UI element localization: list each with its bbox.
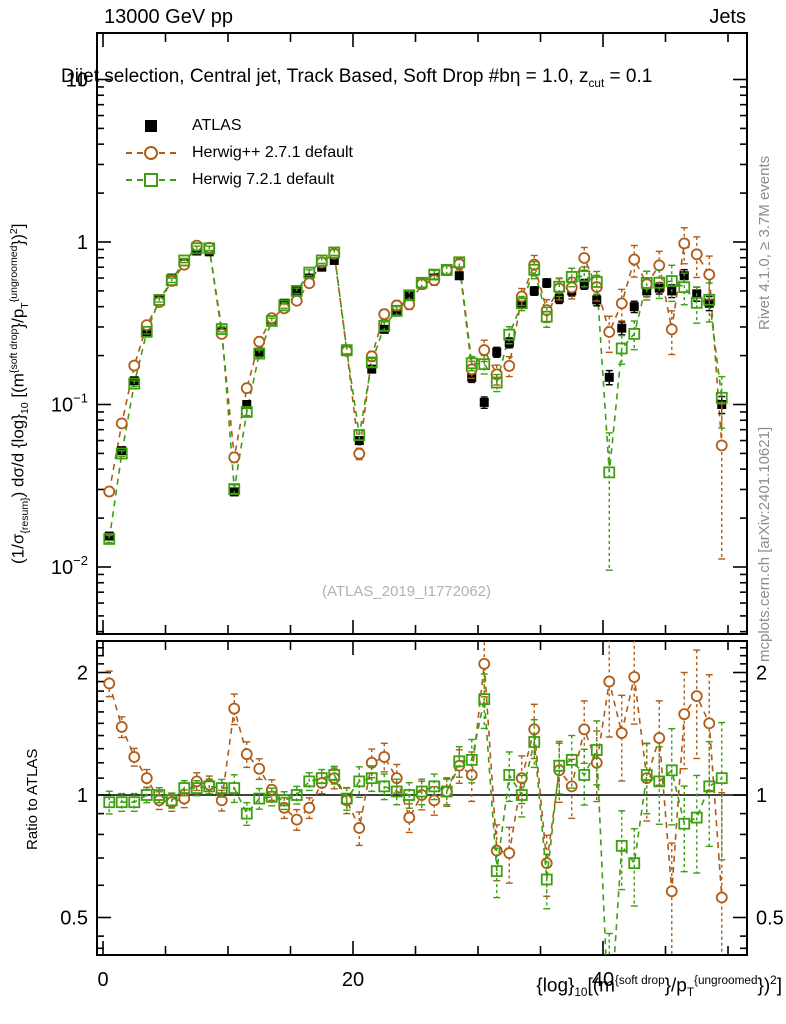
axis-ticks	[97, 33, 747, 955]
main-y-tick-label: 1	[77, 232, 88, 254]
main-y-axis-title: (1/σ{resum}) dσ/d {log}10 [(m{soft drop}…	[8, 223, 32, 564]
series-line-main-herwigpp	[108, 241, 723, 492]
x-tick-label: 0	[97, 969, 108, 991]
herwigpp-open-circle-icon	[126, 145, 176, 160]
series-line-main-herwig7	[108, 247, 723, 540]
beam-energy-label: 13000 GeV pp	[104, 6, 233, 28]
atlas-filled-square-icon	[145, 119, 157, 132]
series-atlas-main	[104, 246, 727, 541]
x-tick-label: 20	[342, 969, 364, 991]
ratio-y-tick-label-right: 1	[756, 785, 767, 807]
process-label: Jets	[709, 6, 746, 28]
rivet-version-label: Rivet 4.1.0, ≥ 3.7M events	[756, 155, 773, 330]
legend-entry-herwig7: Herwig 7.2.1 default	[126, 166, 353, 193]
legend-entry-herwigpp: Herwig++ 2.7.1 default	[126, 139, 353, 166]
plot-title-tail: = 0.1	[604, 66, 653, 87]
ratio-y-tick-label-left: 2	[77, 663, 88, 685]
legend: ATLAS Herwig++ 2.7.1 default Herwig 7.2.…	[126, 112, 353, 193]
ratio-y-tick-label-right: 2	[756, 663, 767, 685]
ratio-panel-frame	[96, 640, 748, 956]
analysis-id-watermark: (ATLAS_2019_I1772062)	[322, 583, 492, 600]
x-tick-label: 40	[592, 969, 614, 991]
series-ratio-herwig7	[103, 673, 728, 955]
main-y-tick-label: 10−1	[51, 391, 88, 417]
ratio-y-tick-label-left: 1	[77, 785, 88, 807]
series-markers-main-herwig7	[103, 242, 728, 571]
legend-label: Herwig 7.2.1 default	[192, 170, 335, 188]
ratio-y-axis-title: Ratio to ATLAS	[24, 748, 41, 850]
series-markers-main-herwigpp	[103, 227, 728, 560]
herwig7-open-square-icon	[126, 172, 176, 187]
series-ratio-herwigpp	[103, 641, 728, 955]
axis-tick-labels: 0 20 40 10 1 10−1 10−2 2 2 1 1 0.5 0.5	[51, 70, 784, 992]
main-y-tick-label: 10−2	[51, 553, 88, 579]
plot-title: Dijet selection, Central jet, Track Base…	[61, 66, 786, 90]
main-panel-frame	[96, 32, 748, 635]
legend-entry-atlas: ATLAS	[126, 112, 353, 139]
plot-title-text: Dijet selection, Central jet, Track Base…	[61, 66, 589, 87]
mcplots-reference-label: mcplots.cern.ch [arXiv:2401.10621]	[756, 426, 773, 662]
ratio-y-tick-label-right: 0.5	[756, 908, 784, 930]
ratio-y-tick-label-left: 0.5	[60, 908, 88, 930]
plot-title-sub: cut	[588, 76, 605, 90]
panel-frames	[96, 32, 748, 956]
legend-label: ATLAS	[192, 116, 242, 134]
x-axis-title: {log}10[(m{soft drop}/pT{ungroomed})2]	[536, 974, 782, 1000]
legend-label: Herwig++ 2.7.1 default	[192, 143, 353, 161]
main-y-tick-label: 10	[66, 70, 88, 92]
